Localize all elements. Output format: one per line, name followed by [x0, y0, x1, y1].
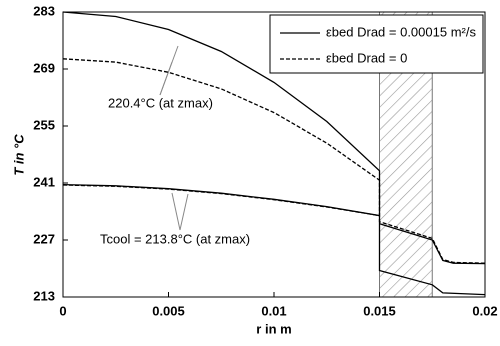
y-tick-label: 269	[33, 60, 55, 75]
x-tick-label: 0.02	[472, 303, 497, 318]
series-line	[62, 58, 486, 264]
x-tick-label: 0.01	[261, 303, 286, 318]
y-tick-label: 213	[33, 288, 55, 303]
x-tick-label: 0.015	[363, 303, 396, 318]
x-axis-label: r in m	[256, 321, 291, 336]
y-tick-label: 241	[33, 174, 55, 189]
annotation-arrow	[179, 193, 189, 231]
y-axis-label: T in °C	[11, 134, 26, 176]
legend-label: εbed Drad = 0.00015 m²/s	[326, 24, 476, 39]
annotation: Tcool = 213.8°C (at zmax)	[100, 231, 250, 246]
annotation-arrow	[171, 192, 181, 231]
y-tick-label: 227	[33, 231, 55, 246]
legend-label: εbed Drad = 0	[326, 50, 407, 65]
y-tick-label: 255	[33, 117, 55, 132]
y-tick-label: 283	[33, 3, 55, 18]
annotation-arrow	[159, 61, 173, 96]
x-tick-label: 0	[59, 303, 66, 318]
annotation: 220.4°C (at zmax)	[108, 95, 213, 110]
legend	[269, 14, 484, 74]
x-tick-label: 0.005	[152, 303, 185, 318]
